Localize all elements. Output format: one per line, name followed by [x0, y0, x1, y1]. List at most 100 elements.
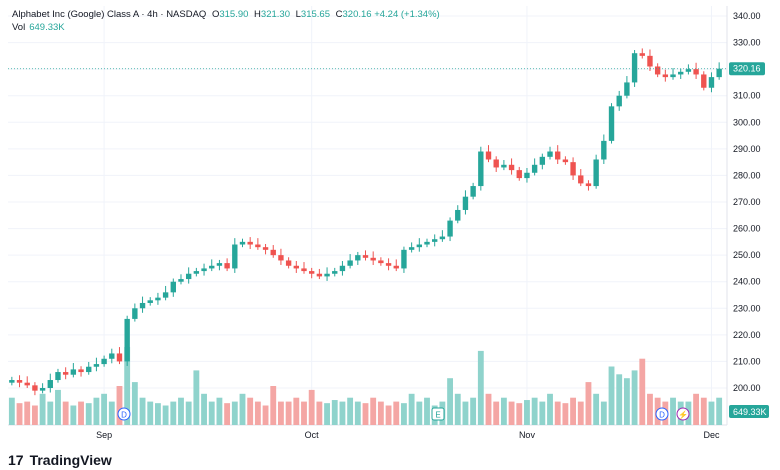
candle-body[interactable]	[701, 74, 707, 88]
earnings-marker[interactable]: E	[431, 407, 445, 421]
candle-body[interactable]	[478, 151, 484, 187]
candle-body[interactable]	[378, 260, 384, 264]
candle-body[interactable]	[255, 244, 261, 248]
candle-body[interactable]	[601, 140, 607, 160]
candle-body[interactable]	[262, 247, 269, 250]
candle-body[interactable]	[185, 273, 192, 280]
candle-body[interactable]	[401, 249, 407, 269]
candle-body[interactable]	[462, 196, 469, 210]
candle-body[interactable]	[631, 53, 638, 83]
candle-body[interactable]	[301, 268, 307, 272]
candle-body[interactable]	[24, 382, 30, 386]
candle-body[interactable]	[170, 281, 176, 293]
candle-body[interactable]	[447, 220, 453, 237]
candle-body[interactable]	[678, 71, 684, 75]
candle-body[interactable]	[155, 297, 161, 301]
candle-body[interactable]	[439, 236, 446, 240]
candle-body[interactable]	[239, 241, 246, 245]
candle-body[interactable]	[55, 372, 61, 381]
candle-body[interactable]	[393, 265, 399, 269]
candle-body[interactable]	[147, 300, 153, 303]
dividend-marker-dec[interactable]: D	[655, 407, 669, 421]
candle-body[interactable]	[178, 279, 184, 282]
candle-body[interactable]	[86, 366, 92, 373]
candle-body[interactable]	[232, 244, 238, 269]
candle-body[interactable]	[332, 271, 338, 274]
candle-body[interactable]	[324, 273, 330, 277]
candle-body[interactable]	[608, 106, 615, 141]
candle-body[interactable]	[247, 241, 253, 245]
candle-body[interactable]	[101, 358, 107, 365]
candle-body[interactable]	[647, 55, 653, 67]
candle-body[interactable]	[355, 255, 361, 261]
candle-body[interactable]	[285, 260, 292, 266]
candle-body[interactable]	[654, 66, 661, 75]
candle-body[interactable]	[62, 372, 69, 375]
candle-body[interactable]	[432, 239, 438, 242]
candle-body[interactable]	[139, 302, 146, 309]
candle-body[interactable]	[555, 151, 561, 160]
candle-body[interactable]	[508, 164, 515, 171]
dividend-marker-sep[interactable]: D	[117, 407, 131, 421]
tradingview-logo[interactable]: 17 TradingView	[8, 452, 112, 468]
candle-body[interactable]	[708, 77, 715, 88]
candle-body[interactable]	[524, 172, 530, 179]
candle-body[interactable]	[662, 74, 669, 78]
candle-body[interactable]	[562, 159, 569, 163]
candle-body[interactable]	[470, 186, 476, 197]
candle-body[interactable]	[639, 53, 645, 56]
candle-body[interactable]	[585, 183, 592, 187]
candle-body[interactable]	[201, 268, 207, 272]
candle-body[interactable]	[270, 249, 276, 256]
candle-body[interactable]	[624, 82, 630, 96]
candle-body[interactable]	[416, 244, 423, 248]
candle-body[interactable]	[32, 385, 38, 391]
candle-body[interactable]	[408, 247, 415, 250]
candle-body[interactable]	[531, 164, 538, 173]
candle-body[interactable]	[516, 170, 522, 179]
candle-body[interactable]	[501, 164, 507, 168]
candle-body[interactable]	[485, 151, 492, 160]
candle-body[interactable]	[124, 318, 130, 362]
candle-body[interactable]	[570, 162, 576, 176]
volume-bar	[16, 403, 23, 425]
candle-body[interactable]	[593, 159, 599, 187]
candle-body[interactable]	[339, 265, 346, 272]
candle-body[interactable]	[547, 151, 553, 157]
candle-body[interactable]	[455, 209, 461, 221]
candle-body[interactable]	[578, 175, 584, 184]
candle-body[interactable]	[47, 380, 53, 388]
candle-body[interactable]	[539, 156, 546, 165]
candle-body[interactable]	[78, 369, 84, 373]
candle-body[interactable]	[93, 364, 100, 367]
candle-body[interactable]	[716, 68, 722, 78]
candle-body[interactable]	[685, 69, 692, 72]
candle-body[interactable]	[224, 263, 230, 269]
split-marker[interactable]: ⚡	[676, 407, 690, 421]
candle-body[interactable]	[70, 369, 77, 375]
candle-body[interactable]	[109, 353, 115, 359]
candle-body[interactable]	[278, 255, 284, 261]
candle-body[interactable]	[209, 265, 215, 269]
candle-body[interactable]	[293, 265, 299, 269]
candle-body[interactable]	[193, 271, 200, 274]
candle-body[interactable]	[16, 380, 23, 383]
candle-body[interactable]	[693, 69, 699, 75]
candle-body[interactable]	[308, 271, 315, 274]
candle-body[interactable]	[316, 273, 323, 277]
candle-body[interactable]	[424, 241, 430, 245]
candle-body[interactable]	[493, 159, 499, 168]
candle-body[interactable]	[39, 388, 46, 391]
candle-body[interactable]	[216, 263, 223, 266]
candle-body[interactable]	[370, 257, 376, 261]
candle-body[interactable]	[347, 260, 353, 266]
candle-body[interactable]	[132, 308, 138, 319]
candle-body[interactable]	[116, 353, 123, 362]
candle-body[interactable]	[670, 74, 676, 78]
candle-body[interactable]	[362, 255, 369, 258]
candle-body[interactable]	[162, 292, 169, 298]
candle-body[interactable]	[385, 263, 392, 266]
candle-body[interactable]	[616, 95, 622, 107]
candle-body[interactable]	[9, 380, 15, 383]
